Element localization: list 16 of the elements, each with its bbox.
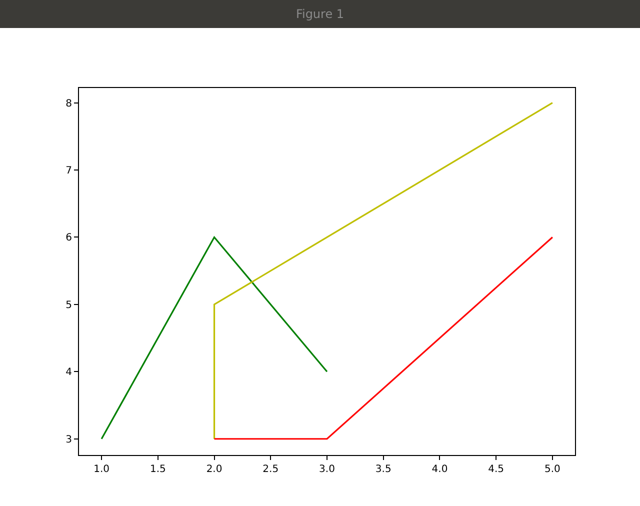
x-tick-label: 2.5 xyxy=(262,464,279,475)
x-tick-label: 4.0 xyxy=(432,464,448,475)
y-tick-label: 5 xyxy=(66,300,72,311)
x-tick-label: 2.0 xyxy=(206,464,222,475)
x-tick-label: 5.0 xyxy=(544,464,560,475)
y-tick-label: 8 xyxy=(66,98,72,110)
x-tick-label: 4.5 xyxy=(488,464,504,475)
y-tick-label: 3 xyxy=(66,434,72,446)
x-tick-label: 3.5 xyxy=(375,464,392,475)
x-tick-label: 3.0 xyxy=(319,464,335,475)
x-tick-label: 1.0 xyxy=(94,464,110,475)
x-tick-label: 1.5 xyxy=(150,464,166,475)
y-tick-label: 4 xyxy=(66,367,72,378)
y-tick-label: 7 xyxy=(66,166,72,176)
chart-title: Figure 1 xyxy=(296,7,344,22)
y-tick-label: 6 xyxy=(66,232,72,244)
